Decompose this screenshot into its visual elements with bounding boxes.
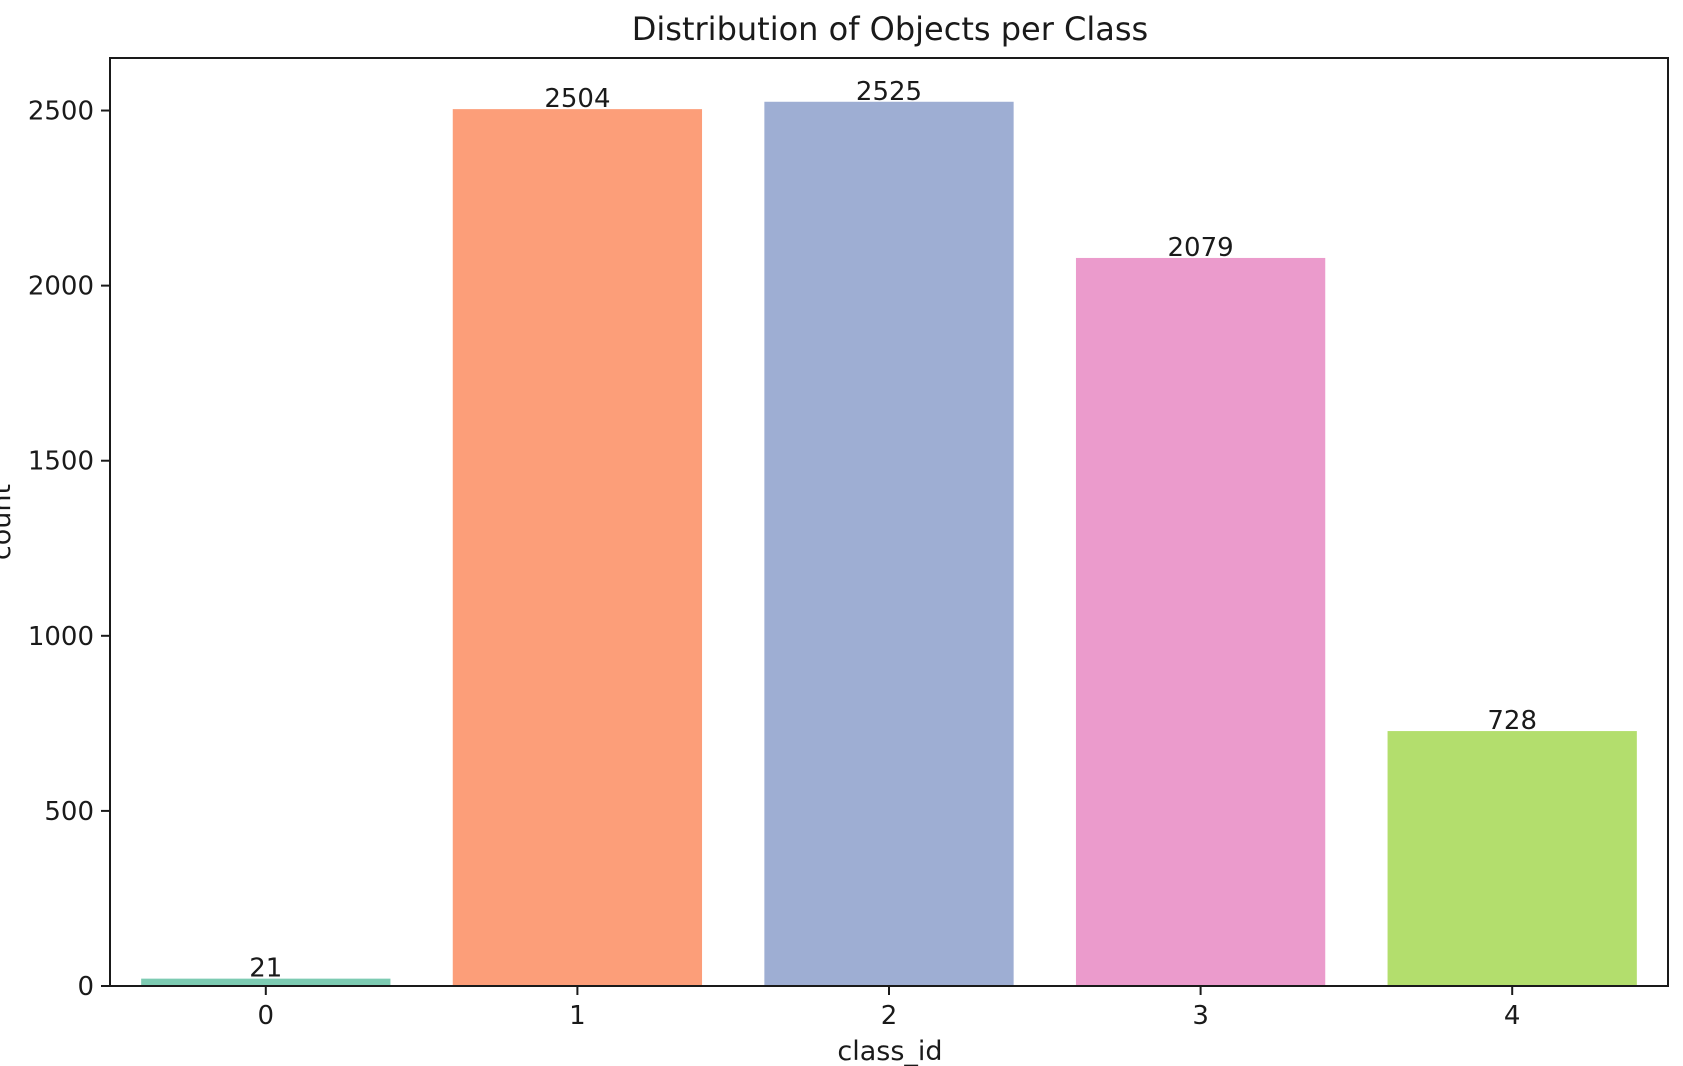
- x-axis-label: class_id: [837, 1036, 942, 1066]
- plot-frame: [109, 57, 1669, 987]
- bar-class-0: [141, 978, 391, 986]
- bar-class-2: [764, 101, 1014, 987]
- x-tick-label: 2: [881, 1001, 898, 1031]
- y-axis-label: count: [0, 484, 17, 560]
- data-label-class-2: 2525: [856, 77, 922, 107]
- y-axis: 0 500 1000 1500 2000 2500: [28, 97, 110, 1002]
- y-tick-label: 2000: [28, 272, 94, 302]
- bar-class-4: [1387, 731, 1637, 986]
- y-tick-label: 2500: [28, 97, 94, 127]
- x-tick-label: 1: [569, 1001, 586, 1031]
- y-tick-label: 500: [44, 797, 94, 827]
- y-tick-label: 0: [77, 972, 94, 1002]
- x-tick-label: 4: [1504, 1001, 1521, 1031]
- data-labels-layer: 21 2504 2525 2079 728: [249, 77, 1537, 984]
- data-label-class-3: 2079: [1168, 233, 1234, 263]
- x-tick-label: 0: [258, 1001, 275, 1031]
- chart-title: Distribution of Objects per Class: [632, 10, 1148, 48]
- bars-layer: [141, 101, 1637, 987]
- x-tick-label: 3: [1192, 1001, 1209, 1031]
- y-tick-label: 1000: [28, 622, 94, 652]
- bar-class-3: [1075, 257, 1326, 986]
- data-label-class-1: 2504: [544, 84, 610, 114]
- bar-class-1: [452, 109, 703, 986]
- y-tick-label: 1500: [28, 447, 94, 477]
- x-axis: 0 1 2 3 4: [258, 986, 1521, 1031]
- data-label-class-0: 21: [249, 954, 282, 984]
- data-label-class-4: 728: [1487, 706, 1537, 736]
